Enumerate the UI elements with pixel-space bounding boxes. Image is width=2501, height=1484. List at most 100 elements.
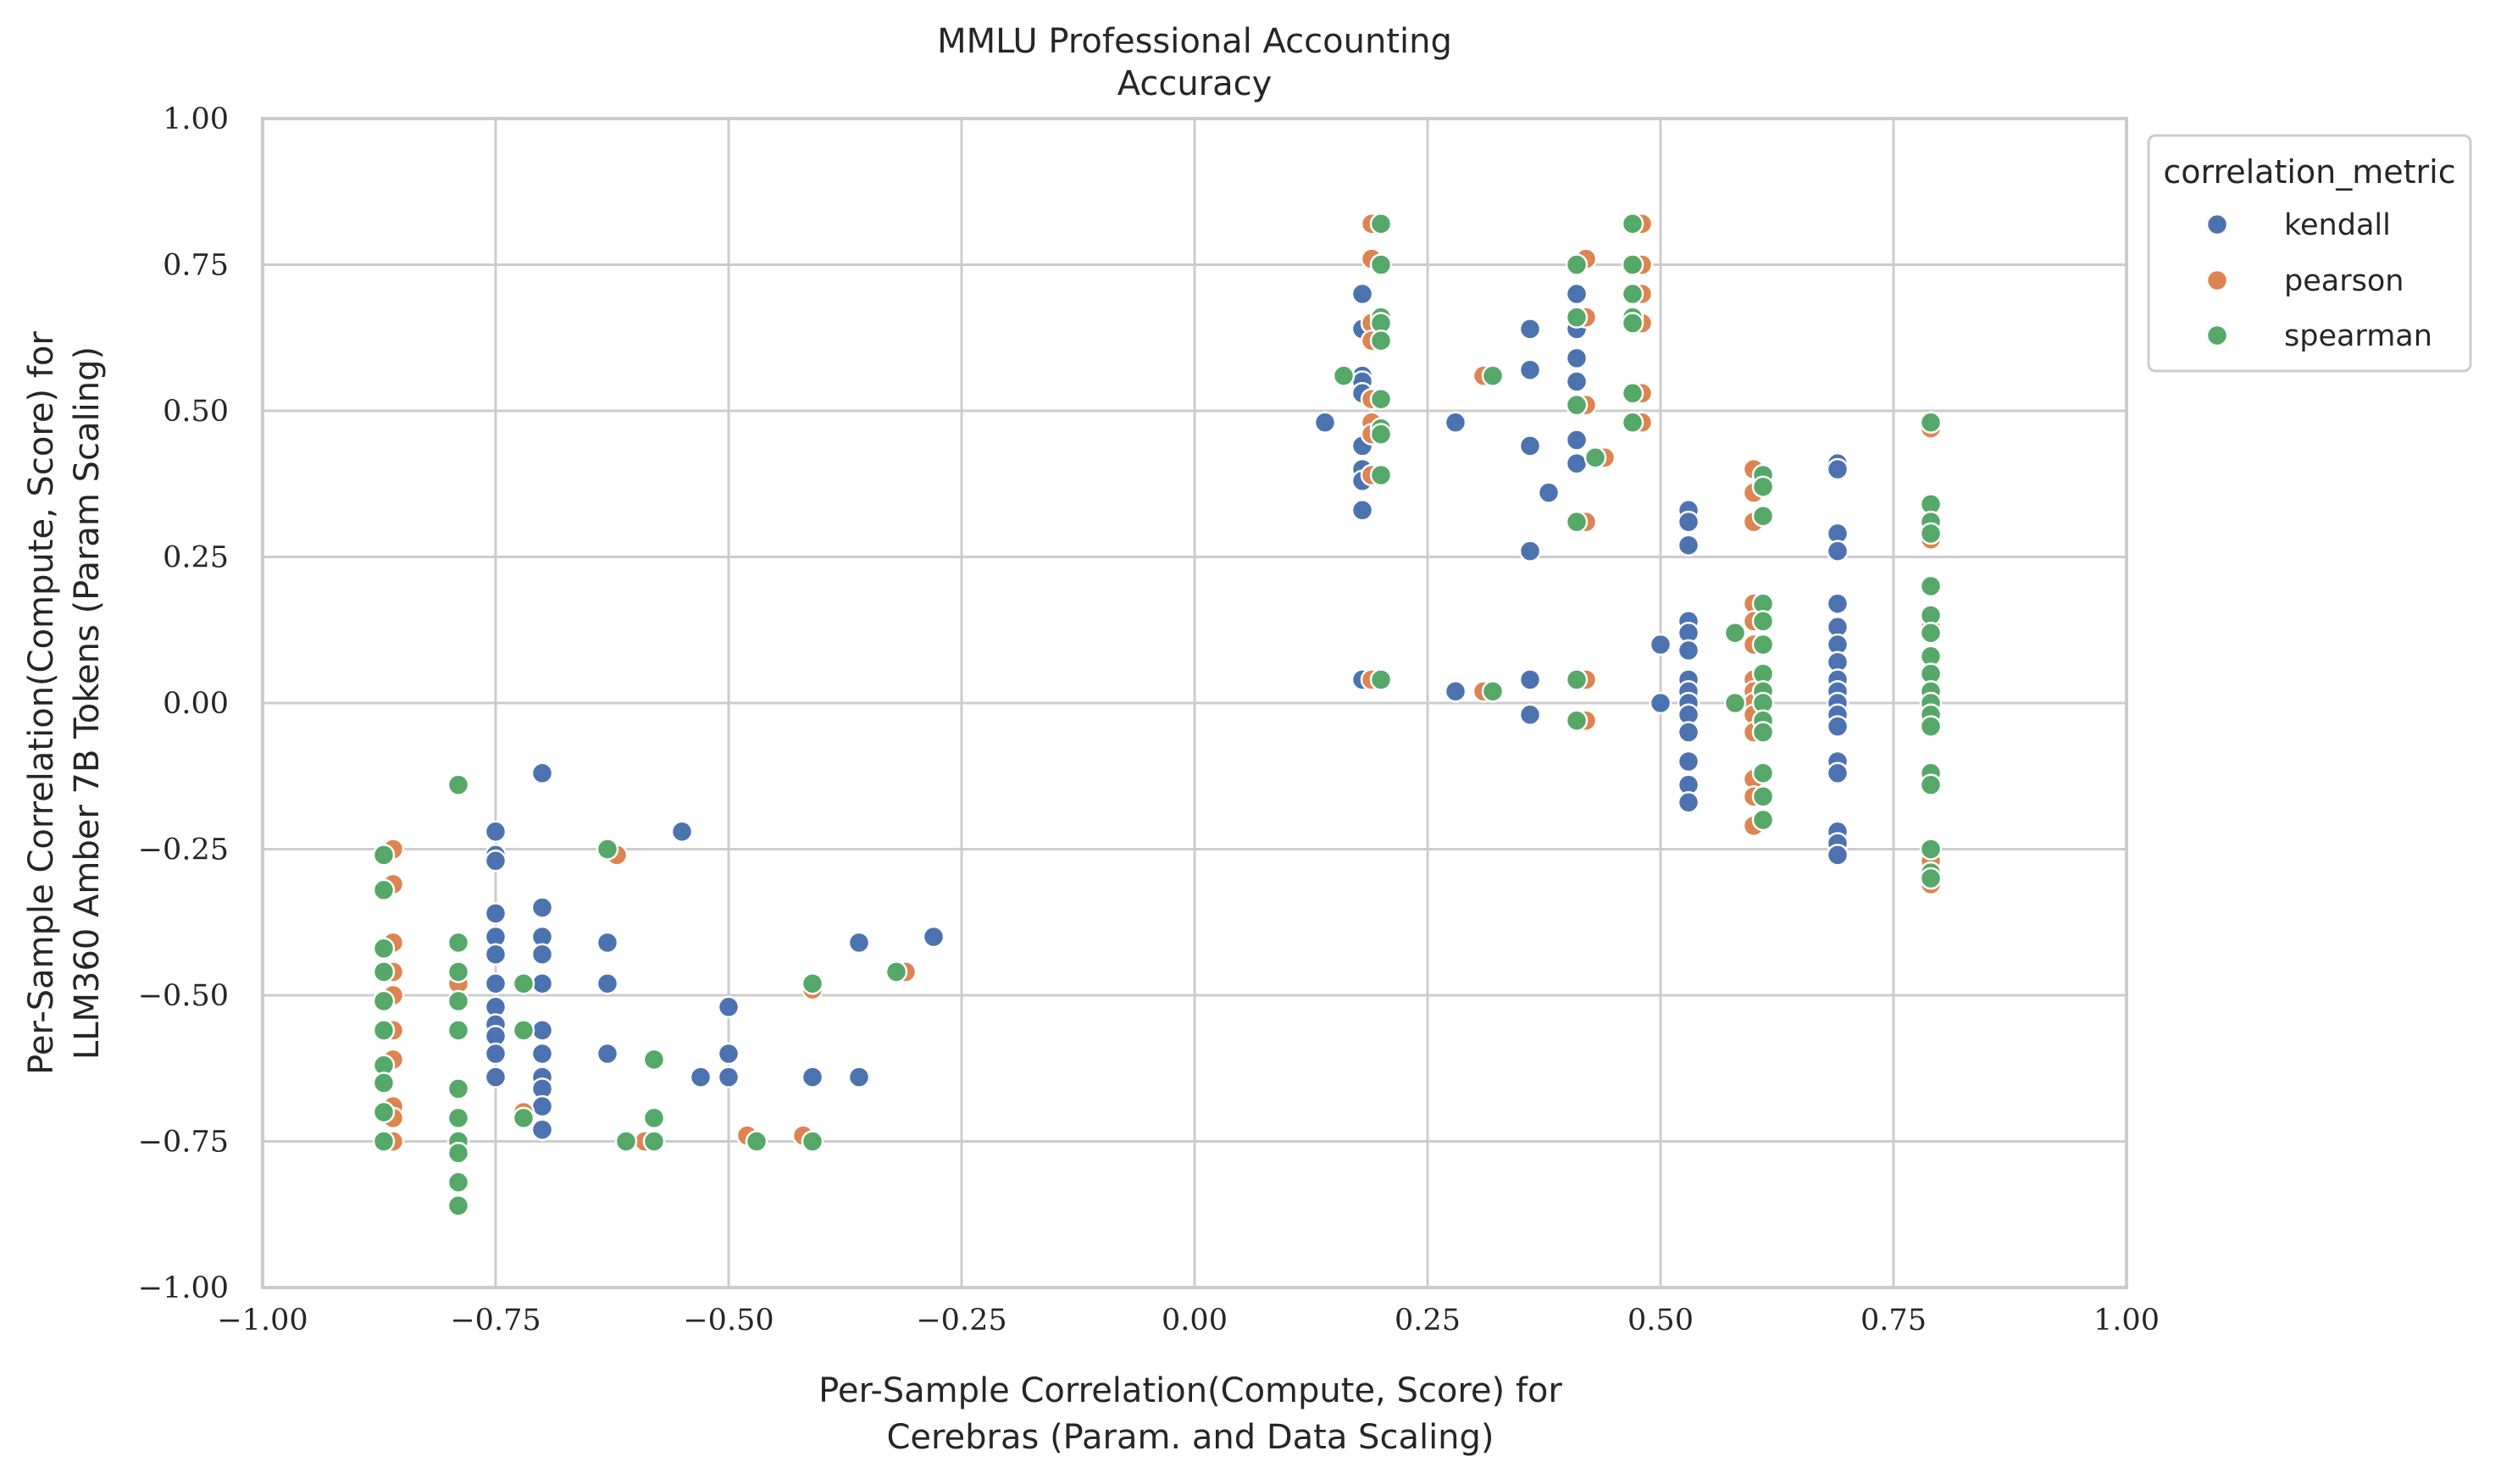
chart-title-line-1: MMLU Professional Accounting <box>937 22 1452 61</box>
data-point-spearman <box>1919 867 1943 890</box>
data-point-kendall <box>847 931 871 955</box>
data-point-spearman <box>1751 504 1775 528</box>
data-point-kendall <box>1444 411 1467 435</box>
data-point-spearman <box>1919 522 1943 545</box>
data-point-kendall <box>530 896 554 919</box>
data-point-kendall <box>1565 346 1589 370</box>
x-tick-label: −0.25 <box>916 1304 1006 1337</box>
y-tick-label: 0.50 <box>163 395 229 429</box>
data-point-spearman <box>1751 761 1775 785</box>
x-tick-label: −0.50 <box>683 1304 774 1337</box>
data-point-kendall <box>1677 721 1700 744</box>
data-point-spearman <box>446 1019 470 1042</box>
data-point-spearman <box>642 1130 666 1153</box>
data-point-kendall <box>484 943 507 966</box>
data-point-spearman <box>1919 574 1943 598</box>
data-points <box>372 212 1943 1217</box>
data-point-kendall <box>596 972 619 995</box>
data-point-spearman <box>1481 679 1505 703</box>
data-point-kendall <box>596 1042 619 1066</box>
data-point-spearman <box>1919 838 1943 861</box>
legend-title: correlation_metric <box>2163 153 2455 191</box>
legend-marker-kendall <box>2205 213 2229 236</box>
series-kendall <box>484 282 1849 1141</box>
data-point-spearman <box>1751 610 1775 633</box>
data-point-spearman <box>1369 463 1393 487</box>
data-point-kendall <box>530 1019 554 1042</box>
data-point-kendall <box>1518 435 1542 457</box>
data-point-kendall <box>1826 457 1849 481</box>
y-axis-label-line-2: LLM360 Amber 7B Tokens (Param Scaling) <box>68 346 107 1060</box>
data-point-kendall <box>484 820 507 844</box>
data-point-kendall <box>530 761 554 785</box>
data-point-kendall <box>847 1066 871 1088</box>
data-point-spearman <box>372 1100 396 1124</box>
data-point-spearman <box>1621 212 1644 235</box>
data-point-kendall <box>484 972 507 995</box>
y-tick-label: 0.25 <box>163 541 229 575</box>
data-point-spearman <box>446 1171 470 1194</box>
data-point-spearman <box>1621 312 1644 335</box>
data-point-kendall <box>1677 510 1700 534</box>
data-point-spearman <box>446 1106 470 1130</box>
chart-title-line-2: Accuracy <box>1117 64 1273 103</box>
data-point-kendall <box>484 850 507 872</box>
x-tick-label: 0.50 <box>1628 1304 1694 1337</box>
data-point-kendall <box>922 925 946 949</box>
data-point-spearman <box>884 961 908 983</box>
y-tick-label: −0.75 <box>138 1126 229 1160</box>
data-point-kendall <box>670 820 694 844</box>
data-point-spearman <box>1621 282 1644 306</box>
data-point-spearman <box>446 1142 470 1165</box>
data-point-spearman <box>1621 382 1644 405</box>
data-point-spearman <box>446 931 470 955</box>
data-point-kendall <box>1350 499 1374 522</box>
data-point-kendall <box>1826 761 1849 785</box>
data-point-kendall <box>1677 534 1700 556</box>
data-point-kendall <box>1518 703 1542 727</box>
data-point-spearman <box>1565 510 1589 534</box>
data-point-spearman <box>372 878 396 902</box>
data-point-spearman <box>1919 621 1943 645</box>
y-tick-label: 0.00 <box>163 687 229 721</box>
data-point-kendall <box>1518 358 1542 381</box>
data-point-spearman <box>372 1130 396 1153</box>
y-tick-labels: −1.00 −0.75 −0.50 −0.25 0.00 0.25 0.50 0.75 1.00 <box>138 102 229 1305</box>
data-point-kendall <box>1677 791 1700 814</box>
y-tick-label: −0.25 <box>138 833 229 867</box>
data-point-kendall <box>1649 633 1672 656</box>
data-point-spearman <box>1481 364 1505 387</box>
data-point-spearman <box>1723 621 1747 645</box>
data-point-spearman <box>614 1130 638 1153</box>
data-point-spearman <box>1751 633 1775 656</box>
y-tick-label: 1.00 <box>163 102 229 136</box>
data-point-spearman <box>1751 475 1775 498</box>
data-point-kendall <box>1565 282 1589 306</box>
data-point-spearman <box>642 1106 666 1130</box>
data-point-spearman <box>1621 411 1644 435</box>
data-point-spearman <box>446 989 470 1013</box>
data-point-spearman <box>372 937 396 961</box>
data-point-spearman <box>1621 253 1644 276</box>
data-point-spearman <box>372 1071 396 1094</box>
data-point-spearman <box>1369 668 1393 691</box>
data-point-spearman <box>1369 423 1393 446</box>
y-tick-label: 0.75 <box>163 249 229 283</box>
data-point-kendall <box>1518 318 1542 341</box>
x-tick-label: −1.00 <box>217 1304 308 1337</box>
data-point-spearman <box>1919 411 1943 435</box>
data-point-spearman <box>1751 785 1775 808</box>
data-point-spearman <box>1565 709 1589 732</box>
x-tick-label: 0.00 <box>1162 1304 1228 1337</box>
data-point-kendall <box>530 1094 554 1118</box>
data-point-kendall <box>1444 679 1467 703</box>
data-point-spearman <box>1751 721 1775 744</box>
y-axis-label-line-1: Per-Sample Correlation(Compute, Score) f… <box>22 331 61 1075</box>
legend: correlation_metric kendall pearson spear… <box>2147 134 2472 373</box>
legend-label-kendall: kendall <box>2284 208 2391 242</box>
data-point-spearman <box>1723 691 1747 715</box>
data-point-kendall <box>1565 370 1589 393</box>
data-point-kendall <box>1350 282 1374 306</box>
data-point-spearman <box>372 989 396 1013</box>
